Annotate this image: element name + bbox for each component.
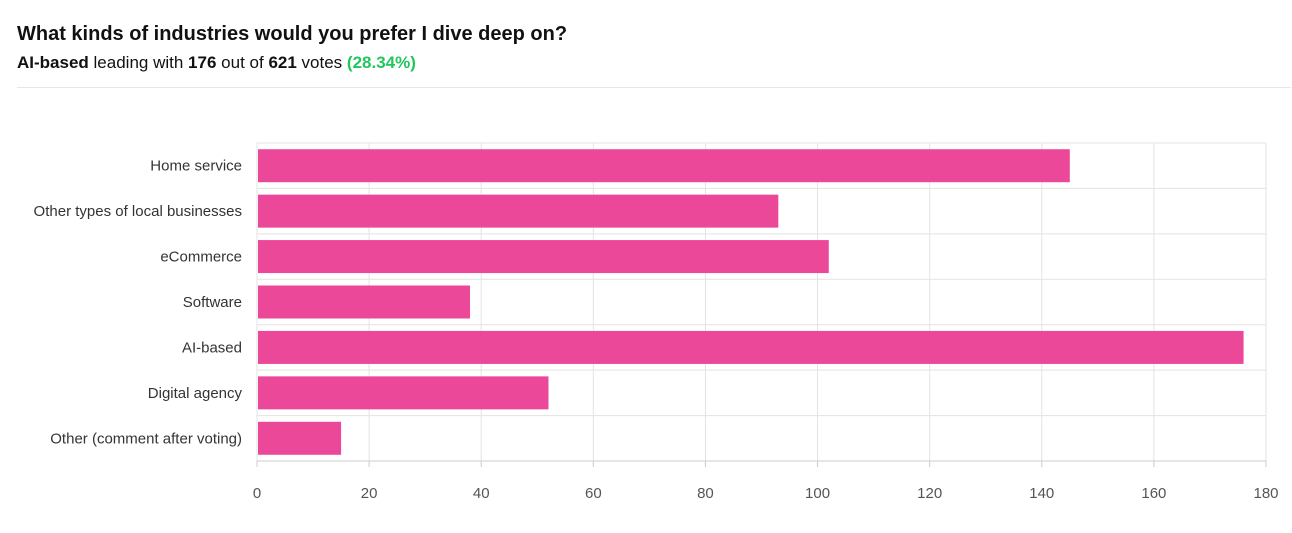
bar [258, 330, 1244, 364]
bar [258, 149, 1070, 183]
x-tick-label: 20 [361, 485, 378, 502]
category-label: Home service [150, 158, 242, 175]
x-tick-label: 160 [1141, 485, 1166, 502]
poll-summary: AI-based leading with 176 out of 621 vot… [17, 51, 1291, 75]
bar [258, 376, 549, 410]
x-tick-label: 80 [697, 485, 714, 502]
x-tick-label: 0 [253, 485, 261, 502]
bar [258, 285, 471, 319]
bar [258, 240, 829, 274]
votes-text: votes [301, 53, 343, 72]
x-tick-label: 120 [917, 485, 942, 502]
x-tick-label: 180 [1253, 485, 1278, 502]
poll-header: What kinds of industries would you prefe… [17, 20, 1291, 75]
leader-percent: (28.34%) [346, 53, 416, 72]
category-label: Other (comment after voting) [50, 430, 242, 447]
total-votes: 621 [268, 53, 297, 72]
x-tick-label: 60 [585, 485, 602, 502]
category-label: Other types of local businesses [34, 203, 242, 220]
category-label: Digital agency [148, 385, 243, 402]
category-label: AI-based [182, 339, 242, 356]
poll-title: What kinds of industries would you prefe… [17, 23, 568, 45]
x-tick-label: 140 [1029, 485, 1054, 502]
header-divider [17, 87, 1291, 88]
leading-with-text: leading with [93, 53, 184, 72]
x-tick-label: 100 [805, 485, 830, 502]
out-of-text: out of [221, 53, 264, 72]
leader-votes: 176 [188, 53, 217, 72]
category-label: Software [183, 294, 242, 311]
bar [258, 194, 779, 228]
category-label: eCommerce [160, 249, 242, 266]
bar [258, 421, 342, 455]
leader-name: AI-based [17, 53, 89, 72]
x-tick-label: 40 [473, 485, 490, 502]
